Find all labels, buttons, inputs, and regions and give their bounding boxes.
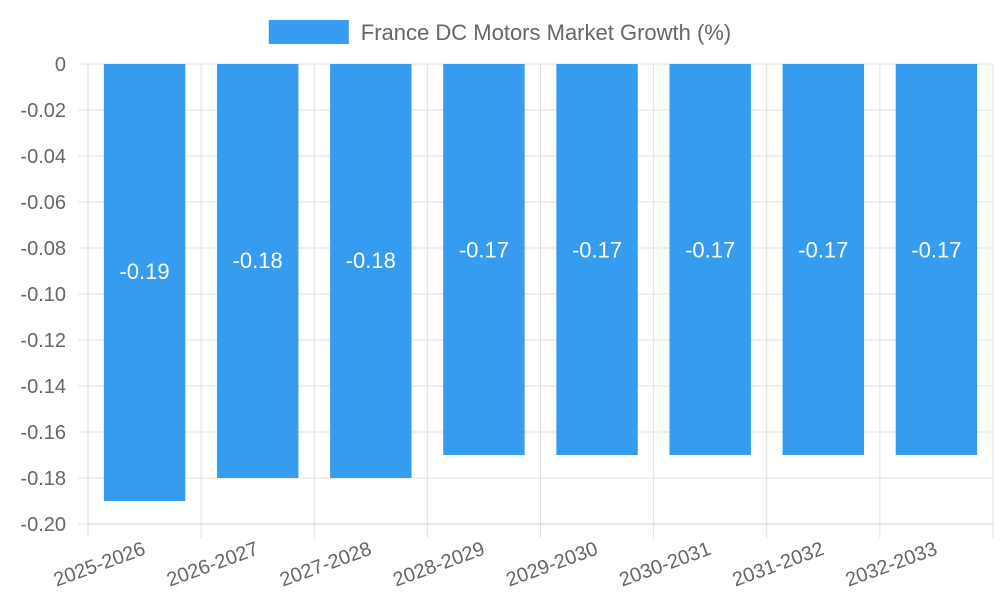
bar-value-label: -0.19 bbox=[119, 259, 169, 284]
bar-value-label: -0.17 bbox=[911, 237, 961, 262]
bar[interactable] bbox=[669, 64, 751, 455]
x-tick-label: 2031-2032 bbox=[730, 538, 827, 591]
bar-value-label: -0.18 bbox=[233, 248, 283, 273]
bar[interactable] bbox=[782, 64, 865, 455]
x-tick-label: 2030-2031 bbox=[616, 538, 713, 591]
x-tick-label: 2027-2028 bbox=[277, 538, 374, 591]
x-tick-label: 2029-2030 bbox=[503, 538, 600, 591]
bars bbox=[103, 64, 978, 501]
y-tick-label: -0.12 bbox=[20, 330, 66, 352]
bar-value-label: -0.18 bbox=[346, 248, 396, 273]
bar-value-label: -0.17 bbox=[572, 237, 622, 262]
x-tick-label: 2026-2027 bbox=[164, 538, 261, 591]
legend-swatch[interactable] bbox=[268, 20, 349, 44]
bar[interactable] bbox=[895, 64, 978, 455]
bar-value-label: -0.17 bbox=[459, 237, 509, 262]
y-tick-label: -0.16 bbox=[20, 422, 66, 444]
bar[interactable] bbox=[216, 64, 299, 478]
x-tick-label: 2028-2029 bbox=[390, 538, 487, 591]
data-labels: -0.19 -0.18 -0.18 -0.17 -0.17 -0.17 -0.17 -0.17 bbox=[119, 237, 961, 284]
bar[interactable] bbox=[330, 64, 412, 478]
y-tick-label: -0.20 bbox=[20, 514, 66, 536]
bar-value-label: -0.17 bbox=[798, 237, 848, 262]
bar-value-label: -0.17 bbox=[685, 237, 735, 262]
legend-label[interactable]: France DC Motors Market Growth (%) bbox=[361, 20, 731, 45]
x-tick-label: 2025-2026 bbox=[51, 538, 148, 591]
y-tick-label: -0.02 bbox=[20, 100, 66, 122]
y-tick-label: 0 bbox=[55, 54, 66, 76]
y-tick-label: -0.10 bbox=[20, 284, 66, 306]
legend[interactable]: France DC Motors Market Growth (%) bbox=[268, 20, 731, 45]
y-tick-label: -0.08 bbox=[20, 238, 66, 260]
bar[interactable] bbox=[103, 64, 186, 501]
x-tick-label: 2032-2033 bbox=[843, 538, 940, 591]
y-tick-label: -0.06 bbox=[20, 192, 66, 214]
bar[interactable] bbox=[443, 64, 525, 455]
y-tick-label: -0.04 bbox=[20, 146, 66, 168]
bar[interactable] bbox=[556, 64, 638, 455]
y-tick-label: -0.14 bbox=[20, 376, 66, 398]
y-tick-label: -0.18 bbox=[20, 468, 66, 490]
